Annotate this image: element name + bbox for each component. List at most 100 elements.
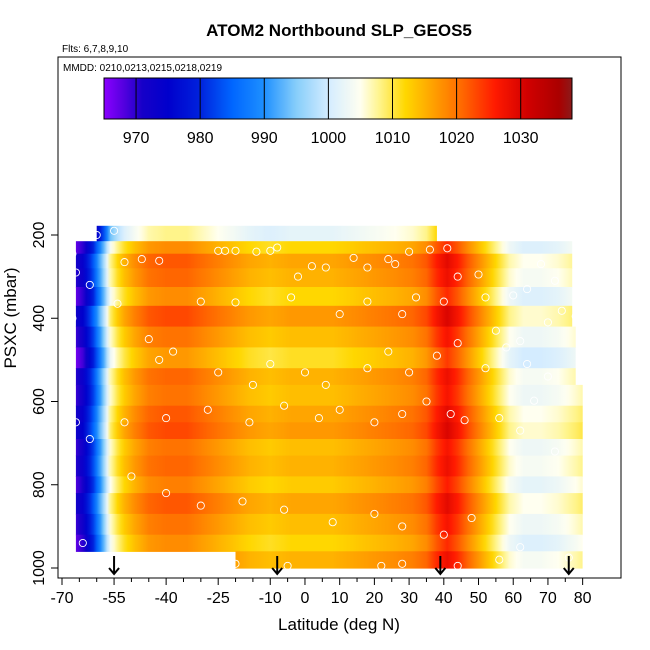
pressure-band (75, 326, 576, 348)
data-point (252, 247, 261, 256)
x-tick-label: 50 (470, 590, 488, 607)
data-point (516, 426, 525, 435)
pressure-band (75, 439, 583, 457)
pressure-band (75, 455, 583, 477)
data-point (144, 335, 153, 344)
data-point (293, 272, 303, 281)
data-point (481, 364, 490, 373)
pressure-band (75, 384, 583, 407)
colorbar-tick-label: 1030 (503, 130, 539, 147)
data-point (523, 285, 532, 294)
data-point (422, 397, 431, 406)
data-point (516, 543, 525, 552)
x-tick-label: -40 (155, 590, 178, 607)
pressure-band (75, 305, 573, 328)
chart-title: ATOM2 Northbound SLP_GEOS5 (206, 21, 472, 40)
data-point (536, 260, 546, 269)
x-tick-label: -25 (207, 590, 230, 607)
pressure-band (75, 493, 583, 515)
data-point (221, 246, 230, 255)
pressure-band (75, 241, 573, 255)
data-point (137, 255, 146, 264)
data-point (446, 409, 455, 419)
x-tick-label: 10 (331, 590, 349, 607)
data-point (78, 538, 87, 548)
data-point (248, 380, 257, 389)
y-tick-label: 600 (31, 388, 48, 415)
data-point (557, 306, 566, 315)
data-point (502, 343, 511, 352)
data-point (214, 368, 223, 377)
data-point (405, 368, 414, 377)
data-point (300, 368, 310, 377)
data-point (370, 418, 379, 427)
pressure-band (235, 551, 583, 569)
data-point (411, 293, 421, 302)
data-point (398, 310, 407, 319)
data-point (467, 513, 476, 523)
data-point (363, 364, 372, 373)
data-point (71, 418, 80, 427)
pressure-band (96, 225, 437, 242)
data-point (543, 372, 552, 381)
data-point (453, 561, 462, 570)
dates-subtitle: MMDD: 0210,0213,0215,0218,0219 (63, 63, 222, 74)
y-tick-label: 800 (31, 471, 48, 498)
data-point (384, 347, 393, 356)
pressure-band (75, 347, 576, 369)
data-point (155, 256, 164, 265)
flight-arrow (434, 556, 447, 576)
data-point (321, 263, 330, 272)
x-tick-label: -10 (259, 590, 282, 607)
data-point (363, 263, 372, 272)
x-tick-label: 60 (504, 590, 522, 607)
pressure-band (75, 476, 583, 494)
data-point (550, 447, 559, 456)
data-point (384, 255, 393, 264)
y-tick-label: 1000 (31, 550, 48, 586)
pressure-band (75, 287, 573, 307)
colorbar-tick-label: 980 (187, 130, 214, 147)
data-point (571, 312, 580, 321)
data-point (120, 258, 129, 267)
data-point (377, 561, 386, 570)
flight-arrow (271, 556, 283, 576)
data-point (231, 559, 240, 568)
data-point (516, 337, 525, 346)
data-point (231, 246, 240, 255)
data-point (391, 260, 400, 269)
data-point (113, 299, 122, 308)
data-point (432, 351, 441, 360)
data-point (85, 434, 94, 444)
data-point (238, 497, 247, 506)
data-point (71, 268, 80, 277)
data-point (495, 555, 504, 564)
x-tick-label: 70 (539, 590, 557, 607)
data-point (280, 505, 289, 514)
x-axis-label: Latitude (deg N) (278, 615, 400, 634)
data-point (68, 314, 77, 323)
x-tick-label: 20 (365, 590, 383, 607)
data-point (203, 405, 212, 414)
x-tick-label: 40 (435, 590, 453, 607)
colorbar-gradient (103, 77, 573, 120)
data-point (349, 253, 358, 262)
data-point (85, 230, 94, 240)
data-point (481, 293, 490, 302)
data-point (162, 414, 171, 423)
data-point (245, 418, 254, 427)
data-point (110, 226, 119, 235)
data-point (314, 414, 323, 423)
plot-frame (57, 56, 622, 579)
data-point (453, 339, 462, 348)
data-point (491, 326, 500, 335)
colorbar-tick-label: 990 (251, 130, 278, 147)
data-point (439, 530, 448, 539)
data-point (68, 249, 77, 258)
data-point (543, 318, 552, 327)
data-point (523, 359, 532, 369)
pressure-band (75, 422, 583, 440)
pressure-band (75, 513, 583, 536)
data-point (530, 396, 539, 405)
data-point (196, 297, 205, 306)
